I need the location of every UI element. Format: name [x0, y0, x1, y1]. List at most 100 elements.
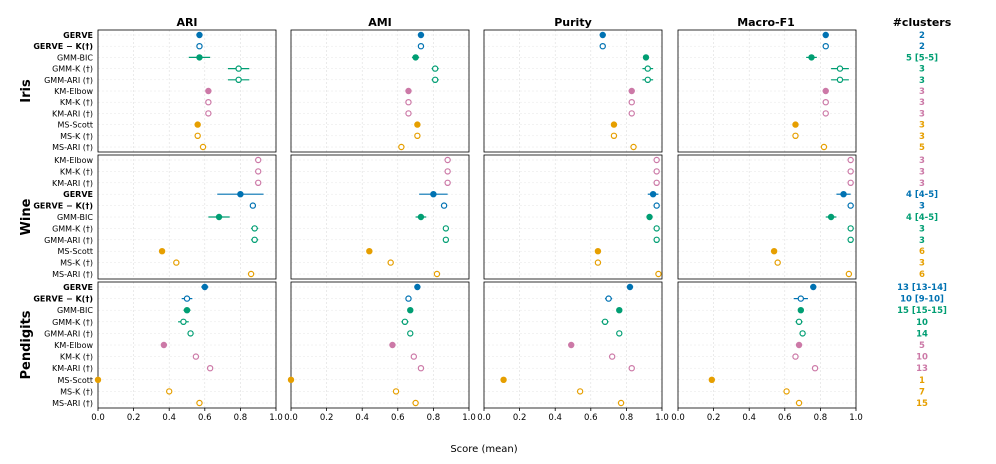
- method-label: MS-K (†): [60, 387, 93, 396]
- method-label: MS-K (†): [60, 259, 93, 268]
- data-point: [444, 179, 451, 186]
- x-tick-label: 0.0: [284, 413, 298, 423]
- x-tick-label: 1.0: [655, 413, 669, 423]
- x-tick-label: 1.0: [462, 413, 476, 423]
- cluster-count: 3: [919, 236, 925, 246]
- method-label: GERVE − K(†): [33, 295, 93, 304]
- method-label: KM-Elbow: [54, 156, 93, 165]
- method-label: GMM-ARI (†): [44, 329, 93, 338]
- cluster-count: 3: [919, 76, 925, 86]
- x-tick-label: 0.4: [355, 413, 369, 423]
- data-point: [414, 283, 421, 291]
- data-point: [820, 143, 828, 151]
- data-point: [822, 87, 829, 95]
- data-point: [847, 236, 854, 243]
- data-point: [836, 76, 844, 84]
- cluster-count: 5 [5-5]: [906, 53, 938, 63]
- data-point: [417, 31, 425, 39]
- data-point: [708, 376, 716, 383]
- data-point: [594, 247, 602, 255]
- data-point: [774, 259, 781, 266]
- data-point: [599, 31, 606, 39]
- cluster-count: 1: [919, 376, 925, 386]
- data-point: [610, 121, 618, 128]
- method-label: MS-ARI (†): [52, 270, 93, 279]
- method-label: KM-Elbow: [54, 341, 93, 350]
- data-point: [847, 202, 854, 209]
- data-point: [644, 65, 651, 72]
- method-label: GMM-K (†): [52, 65, 93, 74]
- data-point: [196, 43, 203, 50]
- data-point: [783, 388, 790, 395]
- data-point: [642, 54, 650, 61]
- method-label: GMM-BIC: [57, 213, 93, 222]
- data-point: [251, 236, 258, 243]
- data-point: [576, 388, 584, 395]
- x-tick-label: 0.6: [198, 413, 212, 423]
- data-point: [206, 365, 214, 372]
- data-point: [616, 330, 623, 337]
- data-point: [160, 341, 168, 349]
- x-tick-label: 1.0: [849, 413, 863, 423]
- cluster-count: 4 [4-5]: [906, 190, 938, 200]
- panel-frame-wine-macro-f1: [677, 154, 857, 280]
- method-label: GMM-BIC: [57, 306, 93, 315]
- data-point: [799, 330, 806, 337]
- data-point: [196, 31, 203, 39]
- x-tick-label: 0.0: [671, 413, 685, 423]
- x-tick-label: 0.2: [513, 413, 527, 423]
- data-point: [770, 247, 778, 255]
- panel-title--clusters: #clusters: [893, 16, 952, 29]
- panel-frame-iris-ami: [290, 29, 470, 153]
- cluster-count: 6: [919, 247, 925, 257]
- data-point: [251, 225, 258, 232]
- data-point: [407, 307, 414, 314]
- data-point: [237, 190, 244, 198]
- data-point: [795, 399, 803, 407]
- data-point: [249, 202, 257, 209]
- data-point: [605, 295, 612, 302]
- data-point: [199, 143, 207, 151]
- data-point: [401, 318, 409, 325]
- data-point: [215, 213, 223, 221]
- data-point: [392, 388, 400, 395]
- data-point: [795, 318, 803, 325]
- data-point: [235, 76, 242, 84]
- data-point: [822, 31, 829, 39]
- method-label: GERVE: [63, 31, 93, 40]
- data-point: [568, 341, 575, 349]
- cluster-count: 5: [919, 341, 925, 351]
- panel-frame-iris-purity: [483, 29, 663, 153]
- cluster-count: 2: [919, 31, 925, 41]
- panel-frame-pendigits-ari: [97, 281, 277, 409]
- data-point: [797, 307, 805, 314]
- data-point: [444, 168, 451, 175]
- data-point: [792, 132, 799, 139]
- data-point: [847, 168, 854, 175]
- data-point: [417, 213, 425, 221]
- data-point: [94, 376, 102, 383]
- data-point: [653, 156, 660, 164]
- data-point: [196, 399, 203, 407]
- data-point: [431, 76, 439, 84]
- data-point: [405, 110, 412, 117]
- data-point: [417, 43, 425, 50]
- cluster-count: 3: [919, 87, 925, 97]
- x-tick-label: 0.8: [814, 413, 828, 423]
- x-tick-label: 0.8: [427, 413, 441, 423]
- cluster-count: 4 [4-5]: [906, 213, 938, 223]
- data-point: [442, 236, 450, 243]
- method-label: GMM-ARI (†): [44, 76, 93, 85]
- cluster-count: 6: [919, 270, 925, 280]
- data-point: [653, 179, 660, 186]
- data-point: [822, 98, 829, 106]
- data-point: [414, 121, 421, 128]
- x-tick-label: 0.6: [584, 413, 598, 423]
- data-point: [617, 399, 625, 407]
- data-point: [412, 54, 419, 61]
- x-tick-label: 0.8: [620, 413, 634, 423]
- data-point: [626, 283, 634, 291]
- method-label: KM-Elbow: [54, 87, 93, 96]
- method-label: KM-K (†): [60, 353, 93, 362]
